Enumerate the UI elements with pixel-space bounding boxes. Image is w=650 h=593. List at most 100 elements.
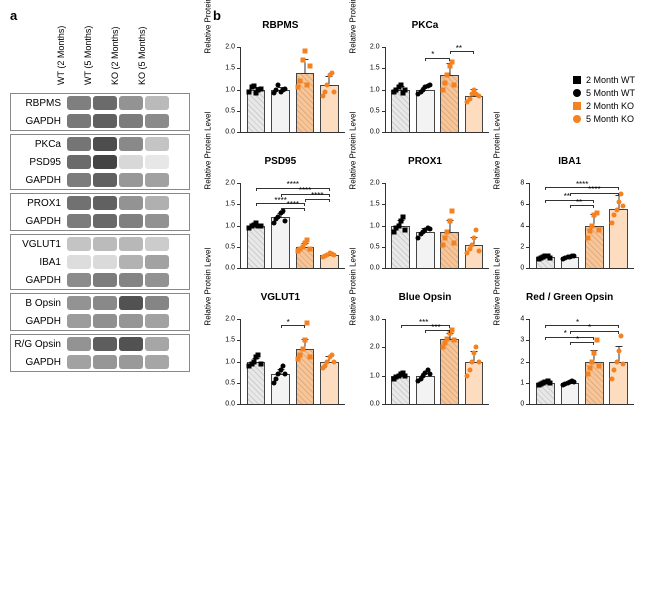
- data-point: [621, 361, 626, 366]
- y-tick-label: 2.0: [225, 316, 235, 323]
- blot-band: [93, 314, 117, 328]
- blot-band: [67, 337, 91, 351]
- panel-b: 2 Month WT5 Month WT2 Month KO5 Month KO…: [210, 20, 640, 422]
- data-point: [447, 64, 452, 69]
- data-point: [467, 246, 472, 251]
- data-point: [258, 86, 263, 91]
- blot-row: B Opsin: [11, 294, 189, 312]
- blot-lanes: [65, 195, 171, 211]
- y-tick-label: 1.5: [370, 201, 380, 208]
- blot-band: [93, 255, 117, 269]
- y-tick-label: 1.5: [225, 65, 235, 72]
- chart: Relative Protein Level0.00.51.01.52.0*: [210, 305, 351, 415]
- data-point: [416, 236, 421, 241]
- plot-area: 0.00.51.01.52.0***: [385, 47, 490, 133]
- y-tick-label: 0.5: [225, 379, 235, 386]
- blot-lanes: [65, 95, 171, 111]
- y-tick-label: 0.5: [225, 107, 235, 114]
- plot-area: 0.00.51.01.52.0*: [240, 319, 345, 405]
- y-tick-label: 1.0: [370, 86, 380, 93]
- y-tick-label: 1.5: [225, 201, 235, 208]
- chart-title: VGLUT1: [210, 292, 351, 303]
- y-tick-label: 0.5: [225, 243, 235, 250]
- blot-group: PROX1GAPDH: [10, 193, 190, 231]
- data-point: [476, 249, 481, 254]
- data-point: [447, 219, 452, 224]
- data-point: [329, 70, 334, 75]
- data-point: [440, 242, 445, 247]
- data-point: [427, 372, 432, 377]
- data-point: [572, 254, 577, 259]
- data-point: [296, 357, 301, 362]
- blot-band: [119, 114, 143, 128]
- y-tick: [526, 404, 530, 405]
- chart-cell: VGLUT1Relative Protein Level0.00.51.01.5…: [210, 292, 351, 422]
- significance-text: ****: [299, 186, 311, 195]
- chart: Relative Protein Level0.00.51.01.52.0***: [355, 33, 496, 143]
- data-point: [283, 86, 288, 91]
- y-tick-label: 0.0: [225, 401, 235, 408]
- y-tick-label: 4: [520, 316, 524, 323]
- significance-text: ****: [311, 191, 323, 200]
- data-point: [587, 228, 592, 233]
- y-axis-label: Relative Protein Level: [204, 248, 213, 326]
- significance-bracket: [545, 325, 618, 326]
- blot-group: B OpsinGAPDH: [10, 293, 190, 331]
- data-point: [467, 368, 472, 373]
- y-tick-label: 2.0: [225, 180, 235, 187]
- y-tick-label: 2: [520, 358, 524, 365]
- scatter-points: [386, 319, 490, 404]
- data-point: [247, 89, 252, 94]
- blot-band: [93, 355, 117, 369]
- blot-row: R/G Opsin: [11, 335, 189, 353]
- blot-band: [145, 296, 169, 310]
- blot-label: IBA1: [11, 257, 65, 268]
- y-axis-label: Relative Protein Level: [348, 248, 357, 326]
- blot-band: [145, 255, 169, 269]
- blot-band: [67, 314, 91, 328]
- blot-band: [119, 355, 143, 369]
- chart-cell: Red / Green OpsinRelative Protein Level0…: [499, 292, 640, 422]
- data-point: [271, 221, 276, 226]
- chart-cell: PSD95Relative Protein Level0.00.51.01.52…: [210, 156, 351, 286]
- blot-band: [145, 214, 169, 228]
- data-point: [303, 338, 308, 343]
- blot-group: RBPMSGAPDH: [10, 93, 190, 131]
- data-point: [276, 215, 281, 220]
- chart: Relative Protein Level02468************: [499, 169, 640, 279]
- chart-cell: PKCaRelative Protein Level0.00.51.01.52.…: [355, 20, 496, 150]
- y-tick-label: 2.0: [370, 344, 380, 351]
- blot-band: [119, 337, 143, 351]
- blot-band: [67, 214, 91, 228]
- data-point: [251, 359, 256, 364]
- chart-cell: RBPMSRelative Protein Level0.00.51.01.52…: [210, 20, 351, 150]
- blot-band: [145, 273, 169, 287]
- y-tick-label: 2.0: [370, 44, 380, 51]
- y-axis-label: Relative Protein Level: [204, 112, 213, 190]
- blot-band: [93, 296, 117, 310]
- y-tick: [382, 404, 386, 405]
- chart-title: Blue Opsin: [355, 292, 496, 303]
- chart: Relative Protein Level0.00.51.01.52.0***…: [210, 169, 351, 279]
- chart: Relative Protein Level0.00.51.01.52.0: [355, 169, 496, 279]
- blot-lanes: [65, 213, 171, 229]
- data-point: [258, 361, 263, 366]
- data-point: [445, 229, 450, 234]
- chart: Relative Protein Level0.01.02.03.0******: [355, 305, 496, 415]
- lane-header: KO (5 Months): [82, 58, 147, 85]
- plot-area: 0.00.51.01.52.0********************: [240, 183, 345, 269]
- data-point: [427, 226, 432, 231]
- significance-text: ****: [588, 185, 600, 194]
- figure: a WT (2 Months)WT (5 Months)KO (2 Months…: [0, 0, 650, 593]
- data-point: [612, 368, 617, 373]
- blot-row: PSD95: [11, 153, 189, 171]
- significance-bracket: [545, 337, 594, 338]
- plot-area: 02468************: [529, 183, 634, 269]
- data-point: [298, 79, 303, 84]
- data-point: [300, 346, 305, 351]
- y-tick-label: 1.0: [225, 222, 235, 229]
- y-axis-label: Relative Protein Level: [204, 0, 213, 54]
- blot-label: PKCa: [11, 139, 65, 150]
- blot-row: RBPMS: [11, 94, 189, 112]
- blot-label: GAPDH: [11, 216, 65, 227]
